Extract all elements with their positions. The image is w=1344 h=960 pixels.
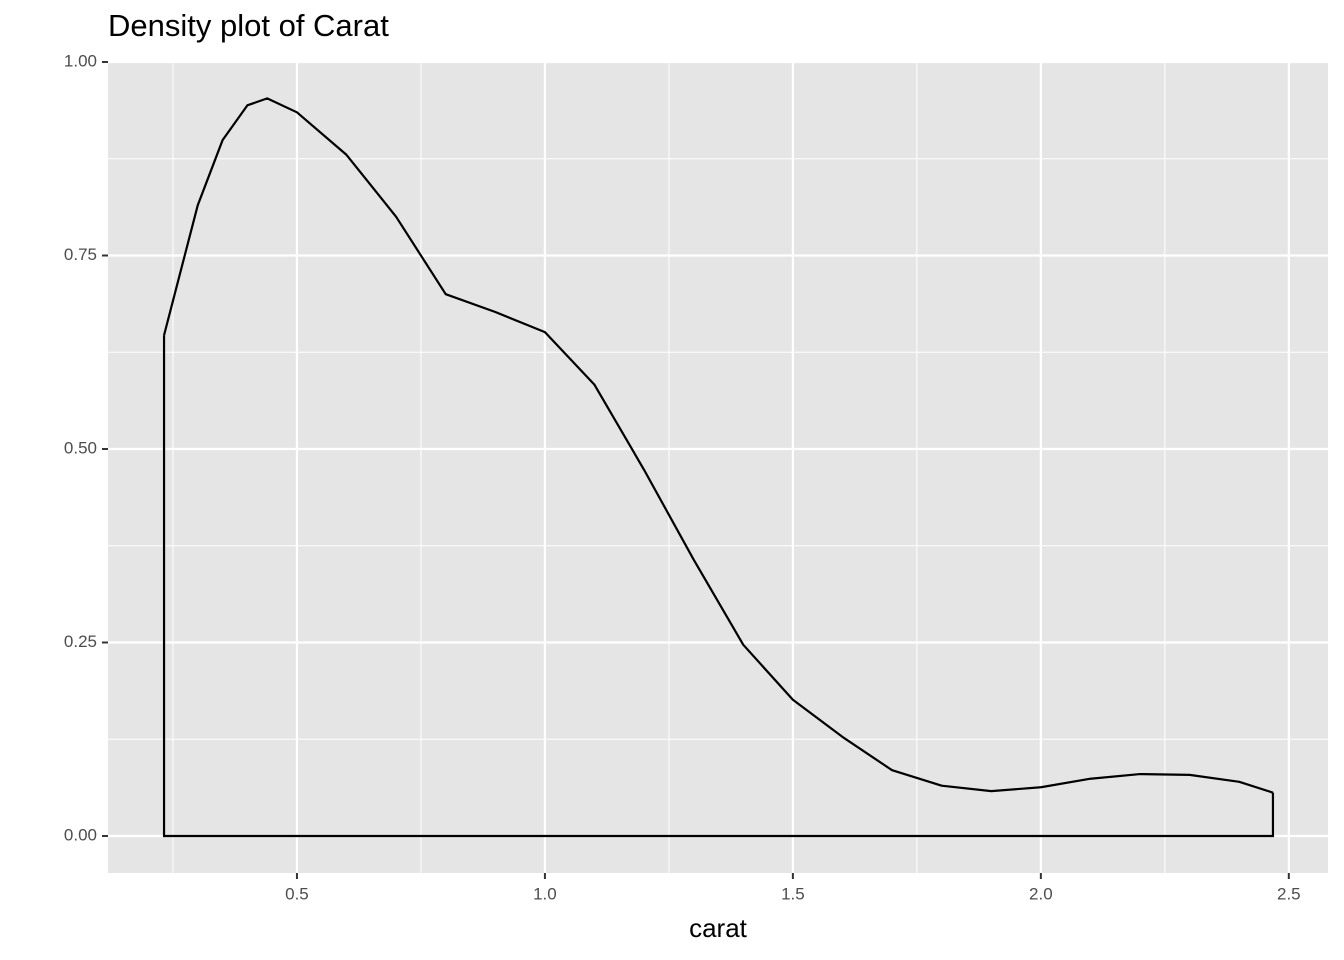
y-tick-label: 0.25 xyxy=(64,632,97,651)
density-outline xyxy=(162,335,1275,838)
x-tick-label: 2.0 xyxy=(1029,884,1053,903)
chart-title: Density plot of Carat xyxy=(108,8,389,43)
x-tick-label: 0.5 xyxy=(285,884,309,903)
y-tick-label: 0.00 xyxy=(64,825,97,844)
y-tick-label: 0.75 xyxy=(64,245,97,264)
x-tick-label: 2.5 xyxy=(1277,884,1301,903)
density-curve xyxy=(162,97,1274,794)
grid xyxy=(108,60,1328,873)
x-tick-label: 1.0 xyxy=(533,884,557,903)
panel xyxy=(108,62,1328,873)
y-tick-label: 0.50 xyxy=(64,438,97,457)
x-axis-label: carat xyxy=(689,913,748,943)
y-tick-label: 1.00 xyxy=(64,51,97,70)
x-tick-label: 1.5 xyxy=(781,884,805,903)
